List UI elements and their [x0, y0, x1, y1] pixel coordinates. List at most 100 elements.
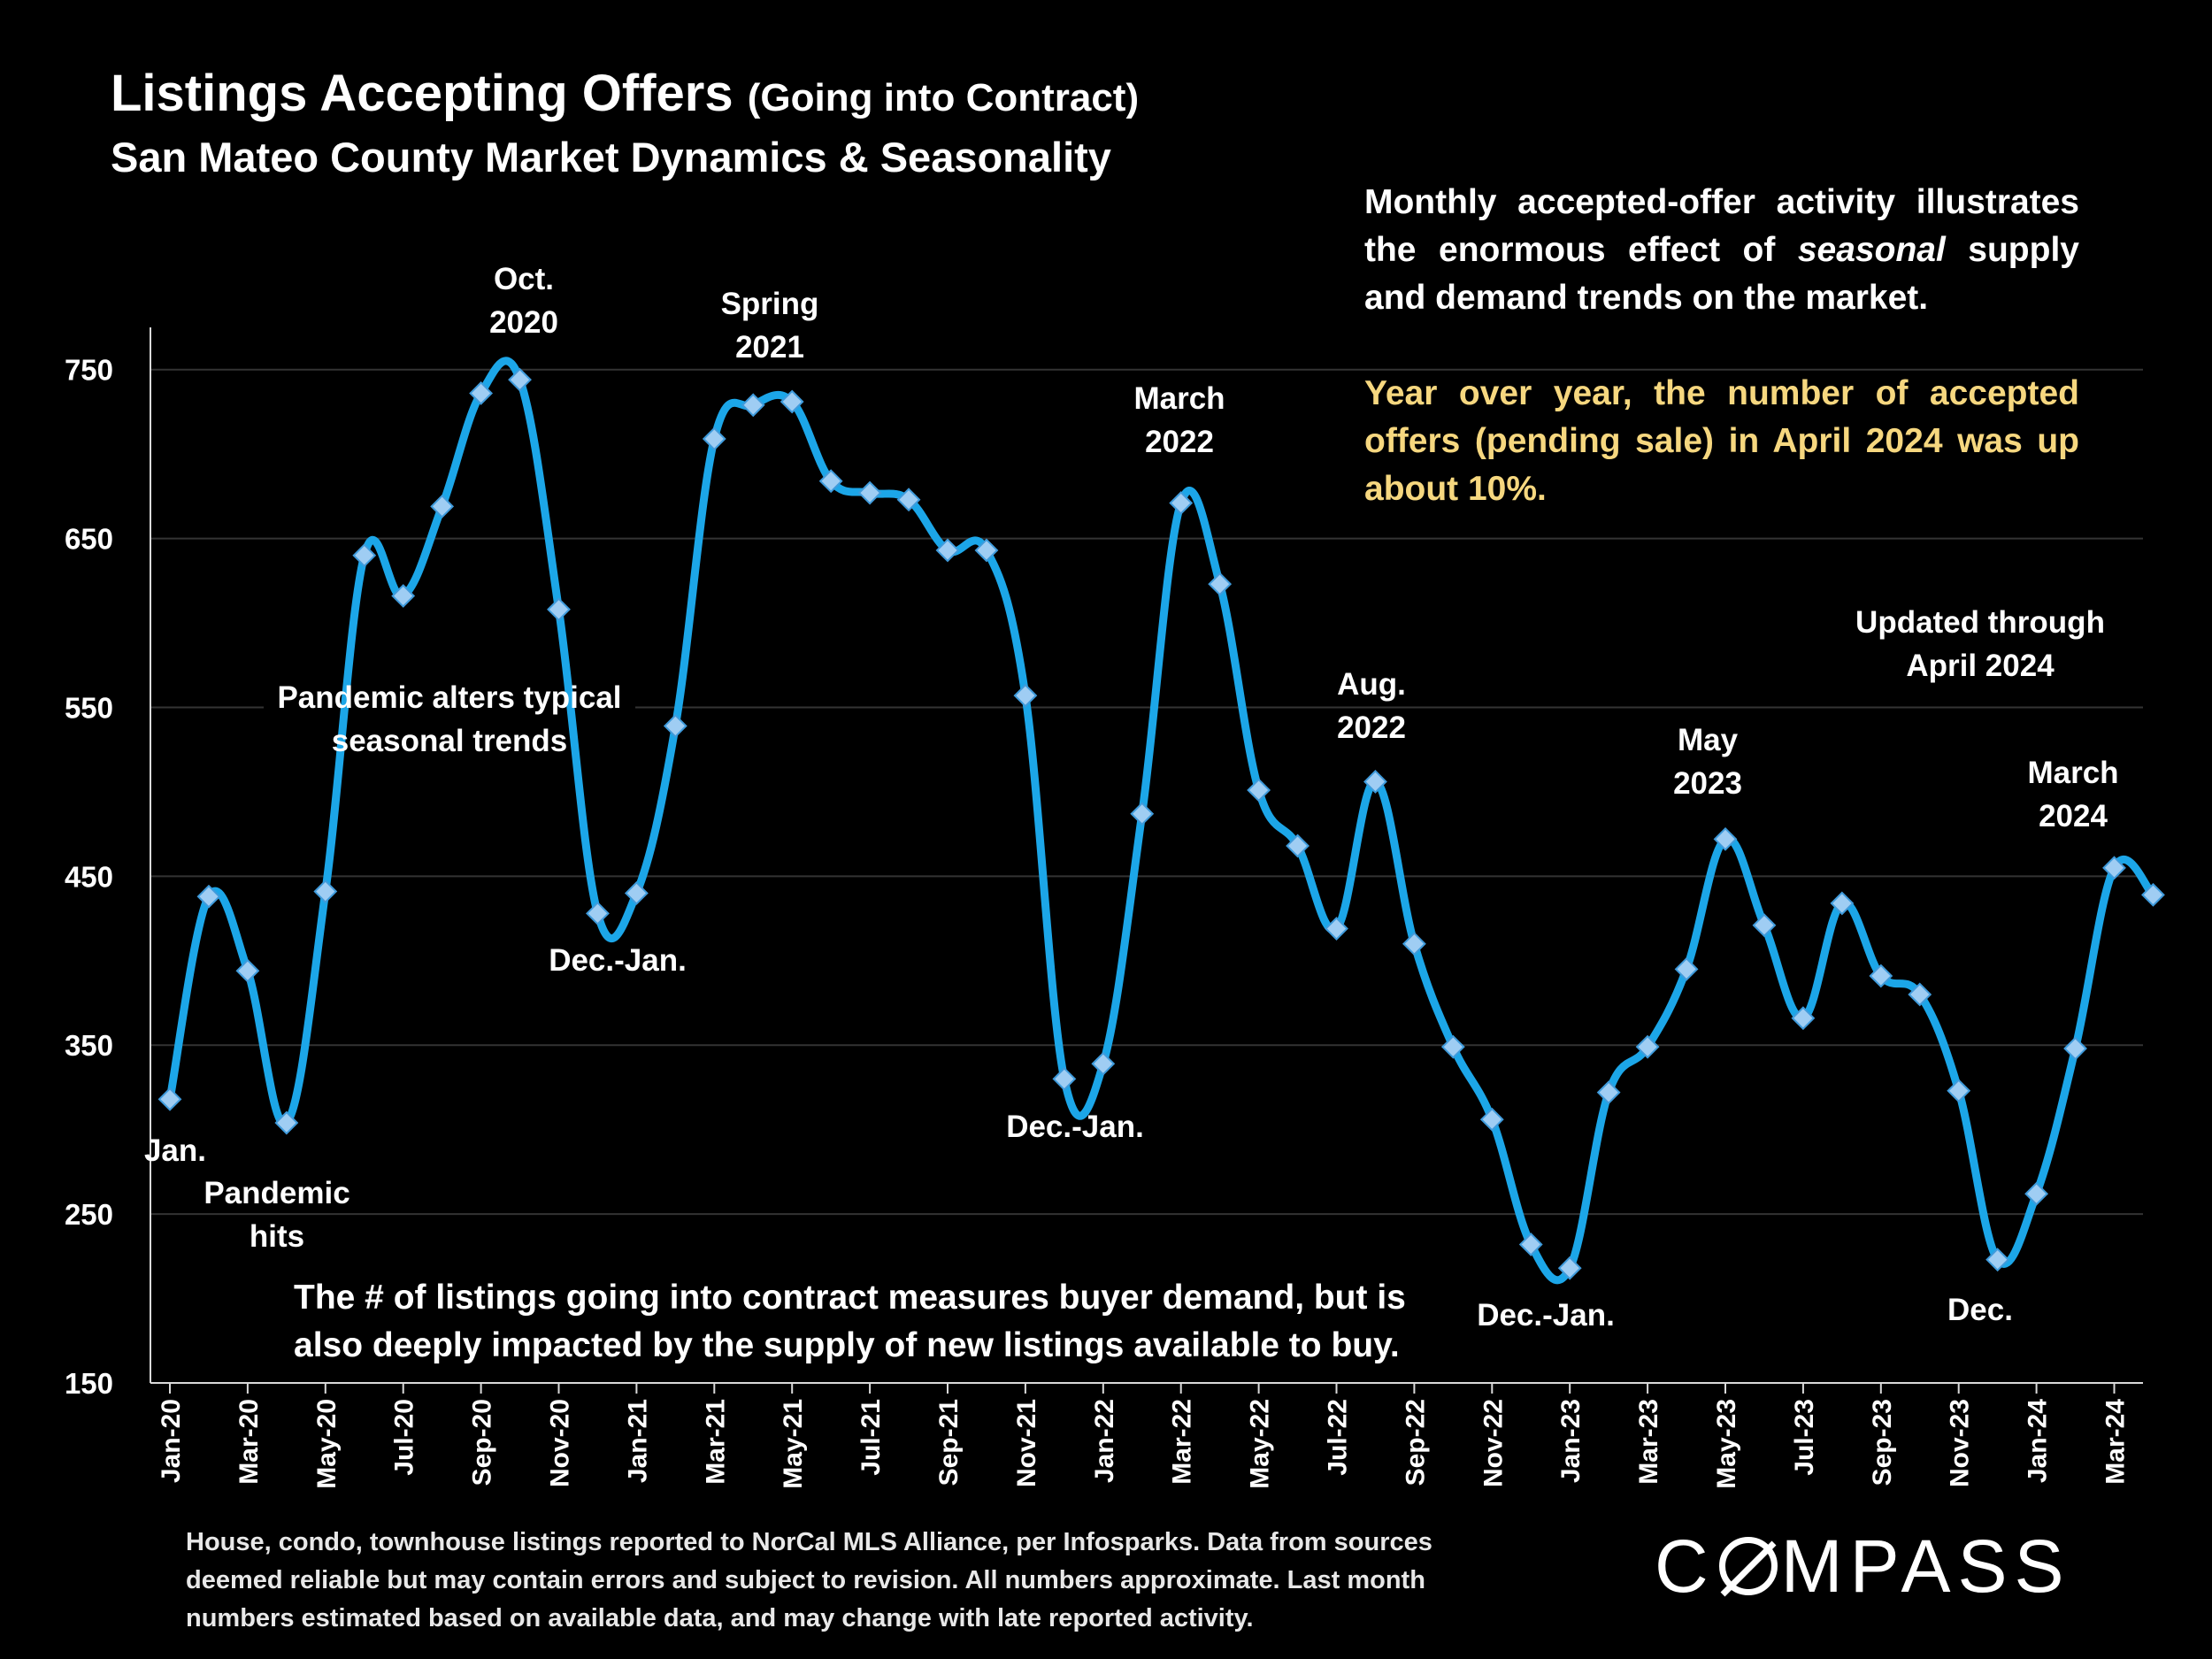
- marker-Jul-23: [1791, 1006, 1816, 1031]
- marker-Jul-22: [1325, 917, 1348, 941]
- marker-Nov-22: [1479, 1107, 1504, 1132]
- marker-Jul-21: [857, 480, 882, 505]
- marker-Jun-22: [1286, 833, 1310, 858]
- seasonality-note: Monthly accepted-offer activity illustra…: [1364, 179, 2079, 322]
- logo-right: MPASS: [1780, 1525, 2071, 1608]
- x-tick-Sep-20: Sep-20: [468, 1399, 497, 1486]
- y-tick-450: 450: [65, 860, 113, 893]
- marker-Mar-21: [702, 426, 726, 451]
- annotation-0: Jan.: [144, 1133, 206, 1168]
- marker-Dec-23: [1985, 1248, 2010, 1272]
- marker-Apr-21: [741, 393, 765, 418]
- x-tick-Sep-23: Sep-23: [1868, 1399, 1897, 1486]
- x-tick-Jul-23: Jul-23: [1790, 1399, 1819, 1476]
- marker-Apr-22: [1208, 572, 1233, 596]
- marker-Nov-21: [1013, 683, 1038, 708]
- annotation-13: Dec.: [1947, 1293, 2013, 1327]
- x-tick-Jan-23: Jan-23: [1556, 1399, 1586, 1483]
- note-suffix: supply and demand trends on the market.: [1364, 231, 2079, 317]
- marker-May-22: [1247, 778, 1271, 803]
- x-tick-Jul-22: Jul-22: [1324, 1399, 1353, 1476]
- x-tick-May-20: May-20: [312, 1399, 342, 1489]
- compass-o-icon: [1718, 1537, 1778, 1595]
- marker-May-23: [1713, 826, 1738, 851]
- annotation-9: Dec.-Jan.: [1477, 1298, 1615, 1333]
- marker-Nov-23: [1947, 1079, 1971, 1103]
- x-tick-Mar-23: Mar-23: [1634, 1399, 1663, 1485]
- axes: [150, 327, 2143, 1394]
- annotation-8: Aug. 2022: [1337, 667, 1406, 745]
- marker-Mar-22: [1169, 491, 1194, 515]
- marker-Aug-22: [1363, 770, 1387, 794]
- title-sub: (Going into Contract): [747, 76, 1140, 119]
- y-tick-250: 250: [65, 1198, 113, 1231]
- x-tick-May-23: May-23: [1712, 1399, 1741, 1489]
- x-tick-Jul-20: Jul-20: [390, 1399, 419, 1476]
- x-tick-Jul-21: Jul-21: [856, 1399, 886, 1476]
- marker-Aug-20: [430, 494, 455, 518]
- marker-Jan-23: [1557, 1256, 1582, 1280]
- y-tick-650: 650: [65, 523, 113, 556]
- x-tick-Nov-22: Nov-22: [1479, 1399, 1508, 1487]
- marker-Jan-21: [624, 881, 649, 905]
- marker-Feb-20: [196, 884, 221, 909]
- marker-May-21: [780, 389, 804, 414]
- source-footnote: House, condo, townhouse listings reporte…: [186, 1528, 1432, 1632]
- marker-Jan-20: [157, 1087, 182, 1111]
- x-tick-Nov-23: Nov-23: [1946, 1399, 1975, 1487]
- x-tick-Jan-24: Jan-24: [2024, 1399, 2053, 1483]
- marker-Sep-22: [1402, 932, 1426, 956]
- marker-Feb-23: [1596, 1080, 1621, 1105]
- marker-Sep-23: [1869, 964, 1893, 988]
- y-tick-750: 750: [65, 354, 113, 387]
- marker-Nov-20: [547, 597, 571, 622]
- x-tick-Jan-22: Jan-22: [1090, 1399, 1119, 1483]
- marker-Dec-21: [1052, 1067, 1077, 1091]
- marker-Jun-23: [1752, 913, 1777, 938]
- y-tick-labels: 150 250 350 450 550 650 750: [65, 354, 113, 1400]
- marker-Jun-20: [352, 543, 377, 568]
- marker-Dec-20: [586, 901, 610, 926]
- marker-Apr-23: [1674, 956, 1699, 981]
- note-emphasis: seasonal: [1797, 231, 1946, 269]
- annotation-4: Dec.-Jan.: [549, 943, 687, 978]
- x-tick-Mar-21: Mar-21: [701, 1399, 730, 1485]
- annotations: Jan. Pandemic hits Oct. 2020 Pandemic alters …: [144, 262, 2119, 1333]
- annotation-11: Updated through April 2024: [1855, 605, 2105, 683]
- x-tick-Sep-22: Sep-22: [1401, 1399, 1430, 1486]
- title-main: Listings Accepting Offers: [111, 65, 733, 122]
- marker-Dec-22: [1518, 1233, 1543, 1256]
- x-tick-Jan-20: Jan-20: [157, 1399, 186, 1483]
- compass-logo: C MPASS: [1655, 1524, 2071, 1609]
- marker-Apr-20: [274, 1110, 299, 1135]
- marker-Apr-24: [2141, 882, 2165, 907]
- logo-left: C: [1655, 1525, 1716, 1608]
- marker-Jun-21: [818, 469, 843, 494]
- x-tick-Nov-20: Nov-20: [546, 1399, 575, 1487]
- marker-Jul-20: [391, 584, 416, 608]
- marker-Mar-20: [235, 958, 260, 983]
- note-prefix: Monthly accepted-offer activity illustra…: [1364, 183, 2079, 269]
- x-tick-May-22: May-22: [1246, 1399, 1275, 1489]
- marker-May-20: [313, 879, 338, 903]
- annotation-2: Oct. 2020: [489, 262, 558, 340]
- demand-supply-note: The # of listings going into contract me…: [294, 1279, 1406, 1364]
- annotation-7: March 2022: [1133, 381, 1225, 459]
- marker-Jan-22: [1091, 1051, 1116, 1076]
- x-tick-Sep-21: Sep-21: [934, 1399, 964, 1486]
- chart-subtitle: San Mateo County Market Dynamics & Seaso…: [111, 134, 1111, 180]
- annotation-5: Spring 2021: [721, 287, 819, 365]
- marker-Mar-23: [1635, 1034, 1660, 1059]
- x-tick-Mar-22: Mar-22: [1168, 1399, 1197, 1485]
- y-tick-150: 150: [65, 1367, 113, 1400]
- marker-Oct-21: [974, 538, 999, 563]
- chart-title: Listings Accepting Offers (Going into Co…: [111, 64, 1139, 123]
- annotation-bg: [1834, 597, 2126, 693]
- marker-Oct-22: [1440, 1034, 1465, 1059]
- gridlines: [150, 368, 2143, 1216]
- marker-Feb-24: [2063, 1036, 2087, 1061]
- marker-Oct-20: [508, 367, 532, 392]
- marker-Mar-24: [2102, 856, 2126, 880]
- y-tick-550: 550: [65, 691, 113, 724]
